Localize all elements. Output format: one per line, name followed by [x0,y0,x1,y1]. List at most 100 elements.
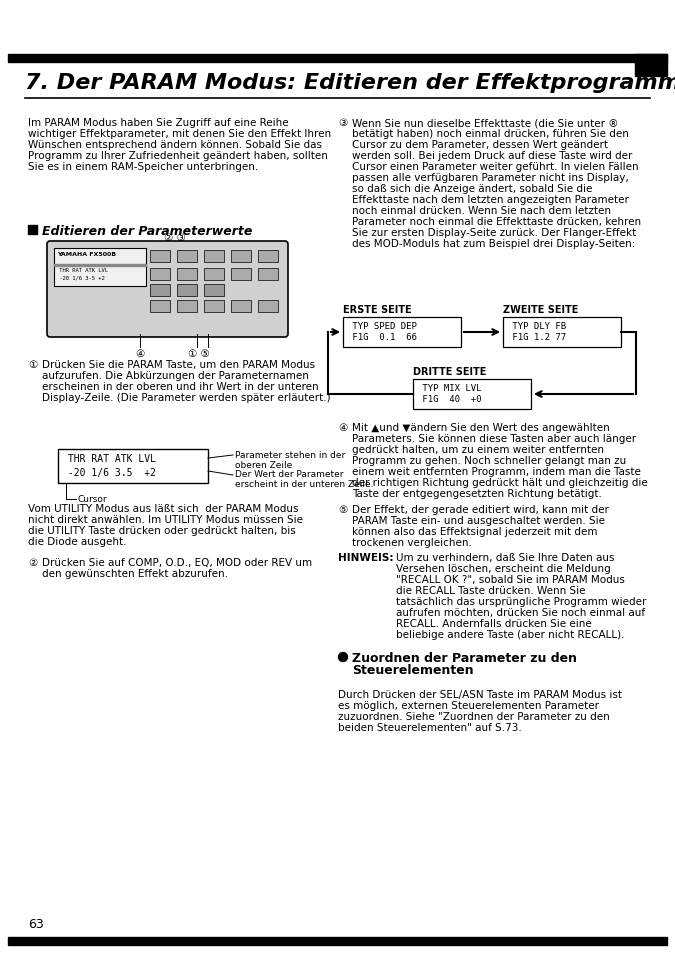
Text: THR RAT ATK LVL: THR RAT ATK LVL [62,454,156,463]
Text: ZWEITE SEITE: ZWEITE SEITE [503,305,578,314]
Text: DRITTE SEITE: DRITTE SEITE [413,367,487,376]
Text: die RECALL Taste drücken. Wenn Sie: die RECALL Taste drücken. Wenn Sie [396,585,585,596]
Bar [343,317,461,348]
Bar [204,251,224,263]
Text: F1G  40  +0: F1G 40 +0 [417,395,481,403]
Text: so daß sich die Anzeige ändert, sobald Sie die: so daß sich die Anzeige ändert, sobald S… [352,184,593,193]
Text: ④: ④ [135,349,144,358]
Text: erscheinen in der oberen und ihr Wert in der unteren: erscheinen in der oberen und ihr Wert in… [42,381,319,392]
Text: Wünschen entsprechend ändern können. Sobald Sie das: Wünschen entsprechend ändern können. Sob… [28,140,322,150]
Text: betätigt haben) noch einmal drücken, führen Sie den: betätigt haben) noch einmal drücken, füh… [352,129,629,139]
Text: gedrückt halten, um zu einem weiter entfernten: gedrückt halten, um zu einem weiter entf… [352,444,604,455]
Text: die Diode ausgeht.: die Diode ausgeht. [28,537,126,546]
Bar [258,269,278,281]
Bar [8,937,667,945]
Text: Drücken Sie auf COMP, O.D., EQ, MOD oder REV um: Drücken Sie auf COMP, O.D., EQ, MOD oder… [42,558,312,567]
Bar [150,251,170,263]
Bar [150,301,170,313]
Text: Parameters. Sie können diese Tasten aber auch länger: Parameters. Sie können diese Tasten aber… [352,434,636,443]
Text: Um zu verhindern, daß Sie Ihre Daten aus: Um zu verhindern, daß Sie Ihre Daten aus [396,553,614,562]
Text: Drücken Sie die PARAM Taste, um den PARAM Modus: Drücken Sie die PARAM Taste, um den PARA… [42,359,315,370]
Bar [258,301,278,313]
Text: Im PARAM Modus haben Sie Zugriff auf eine Reihe: Im PARAM Modus haben Sie Zugriff auf ein… [28,118,289,128]
Text: HINWEIS:: HINWEIS: [338,553,394,562]
Text: -20 1/6 3.5  +2: -20 1/6 3.5 +2 [62,468,156,477]
Text: können also das Effektsignal jederzeit mit dem: können also das Effektsignal jederzeit m… [352,526,597,537]
Bar [54,265,146,267]
Text: Display-Zeile. (Die Parameter werden später erläutert.): Display-Zeile. (Die Parameter werden spä… [42,393,331,402]
Text: noch einmal drücken. Wenn Sie nach dem letzten: noch einmal drücken. Wenn Sie nach dem l… [352,206,611,215]
Text: passen alle verfügbaren Parameter nicht ins Display,: passen alle verfügbaren Parameter nicht … [352,172,628,183]
Bar [204,269,224,281]
Bar [150,269,170,281]
Text: nicht direkt anwählen. Im UTILITY Modus müssen Sie: nicht direkt anwählen. Im UTILITY Modus … [28,515,303,524]
Text: THR RAT ATK LVL: THR RAT ATK LVL [56,268,108,273]
Bar [635,55,667,77]
Bar [28,226,37,234]
Text: Zuordnen der Parameter zu den: Zuordnen der Parameter zu den [352,651,577,664]
Text: aufzurufen. Die Abkürzungen der Parameternamen: aufzurufen. Die Abkürzungen der Paramete… [42,371,309,380]
Text: die UTILITY Taste drücken oder gedrückt halten, bis: die UTILITY Taste drücken oder gedrückt … [28,525,296,536]
Text: Steuerelementen: Steuerelementen [352,663,474,677]
Text: ② ③: ② ③ [164,233,186,243]
Text: trockenen vergleichen.: trockenen vergleichen. [352,537,472,547]
Text: Vom UTILITY Modus aus läßt sich  der PARAM Modus: Vom UTILITY Modus aus läßt sich der PARA… [28,503,298,514]
Text: Wenn Sie nun dieselbe Effekttaste (die Sie unter ®: Wenn Sie nun dieselbe Effekttaste (die S… [352,118,618,128]
Text: den gewünschten Effekt abzurufen.: den gewünschten Effekt abzurufen. [42,568,228,578]
Text: ③: ③ [338,118,347,128]
Text: Sie zur ersten Display-Seite zurück. Der Flanger-Effekt: Sie zur ersten Display-Seite zurück. Der… [352,228,637,237]
Bar [150,285,170,296]
Text: tatsächlich das ursprüngliche Programm wieder: tatsächlich das ursprüngliche Programm w… [396,597,647,606]
Bar [8,55,667,63]
Text: ④: ④ [338,422,347,433]
Text: ①: ① [28,359,37,370]
Text: -20 1/6 3-5 +2: -20 1/6 3-5 +2 [56,275,105,281]
Text: Parameter noch einmal die Effekttaste drücken, kehren: Parameter noch einmal die Effekttaste dr… [352,216,641,227]
Text: ERSTE SEITE: ERSTE SEITE [343,305,412,314]
Bar [177,251,197,263]
Text: einem weit entfernten Programm, indem man die Taste: einem weit entfernten Programm, indem ma… [352,467,641,476]
Text: wichtiger Effektparameter, mit denen Sie den Effekt Ihren: wichtiger Effektparameter, mit denen Sie… [28,129,331,139]
Bar [177,269,197,281]
Text: beiden Steuerelementen" auf S.73.: beiden Steuerelementen" auf S.73. [338,722,522,732]
Bar [58,450,208,483]
Text: der richtigen Richtung gedrückt hält und gleichzeitig die: der richtigen Richtung gedrückt hält und… [352,477,648,488]
Text: Taste der entgegengesetzten Richtung betätigt.: Taste der entgegengesetzten Richtung bet… [352,489,602,498]
Bar [54,249,146,287]
Text: werden soll. Bei jedem Druck auf diese Taste wird der: werden soll. Bei jedem Druck auf diese T… [352,151,632,161]
Bar [204,285,224,296]
Text: Programm zu Ihrer Zufriedenheit geändert haben, sollten: Programm zu Ihrer Zufriedenheit geändert… [28,151,328,161]
Text: "RECALL OK ?", sobald Sie im PARAM Modus: "RECALL OK ?", sobald Sie im PARAM Modus [396,575,625,584]
Text: TYP MIX LVL: TYP MIX LVL [417,384,481,393]
Text: Cursor: Cursor [78,495,107,503]
Text: Parameter stehen in der
oberen Zeile: Parameter stehen in der oberen Zeile [235,451,345,470]
Text: es möglich, externen Steuerelementen Parameter: es möglich, externen Steuerelementen Par… [338,700,599,710]
Text: Der Effekt, der gerade editiert wird, kann mit der: Der Effekt, der gerade editiert wird, ka… [352,504,609,515]
Text: Programm zu gehen. Noch schneller gelangt man zu: Programm zu gehen. Noch schneller gelang… [352,456,626,465]
Text: TYP SPED DEP: TYP SPED DEP [347,322,417,331]
Text: ① ⑤: ① ⑤ [188,349,210,358]
Text: beliebige andere Taste (aber nicht RECALL).: beliebige andere Taste (aber nicht RECAL… [396,629,624,639]
Text: Mit ▲und ▼ändern Sie den Wert des angewählten: Mit ▲und ▼ändern Sie den Wert des angewä… [352,422,610,433]
Text: Sie es in einem RAM-Speicher unterbringen.: Sie es in einem RAM-Speicher unterbringe… [28,162,259,172]
Bar [177,301,197,313]
Text: Versehen löschen, erscheint die Meldung: Versehen löschen, erscheint die Meldung [396,563,611,574]
Text: Durch Drücken der SEL/ASN Taste im PARAM Modus ist: Durch Drücken der SEL/ASN Taste im PARAM… [338,689,622,700]
Text: Effekttaste nach dem letzten angezeigten Parameter: Effekttaste nach dem letzten angezeigten… [352,194,629,205]
Text: F1G 1.2 77: F1G 1.2 77 [507,333,566,341]
Bar [413,379,531,410]
Text: Editieren der Parameterwerte: Editieren der Parameterwerte [42,225,252,237]
Bar [258,251,278,263]
Bar [231,269,251,281]
Bar [177,285,197,296]
Text: TYP DLY FB: TYP DLY FB [507,322,566,331]
Circle shape [338,653,348,661]
Text: YAMAHA FX500B: YAMAHA FX500B [57,252,116,256]
Text: Cursor zu dem Parameter, dessen Wert geändert: Cursor zu dem Parameter, dessen Wert geä… [352,140,608,150]
Text: PARAM Taste ein- und ausgeschaltet werden. Sie: PARAM Taste ein- und ausgeschaltet werde… [352,516,605,525]
Bar [204,301,224,313]
Text: Cursor einen Parameter weiter geführt. In vielen Fällen: Cursor einen Parameter weiter geführt. I… [352,162,639,172]
Text: Der Wert der Parameter
erscheint in der unteren Zeile.: Der Wert der Parameter erscheint in der … [235,470,373,489]
Text: F1G  0.1  66: F1G 0.1 66 [347,333,417,341]
Text: ⑤: ⑤ [338,504,347,515]
